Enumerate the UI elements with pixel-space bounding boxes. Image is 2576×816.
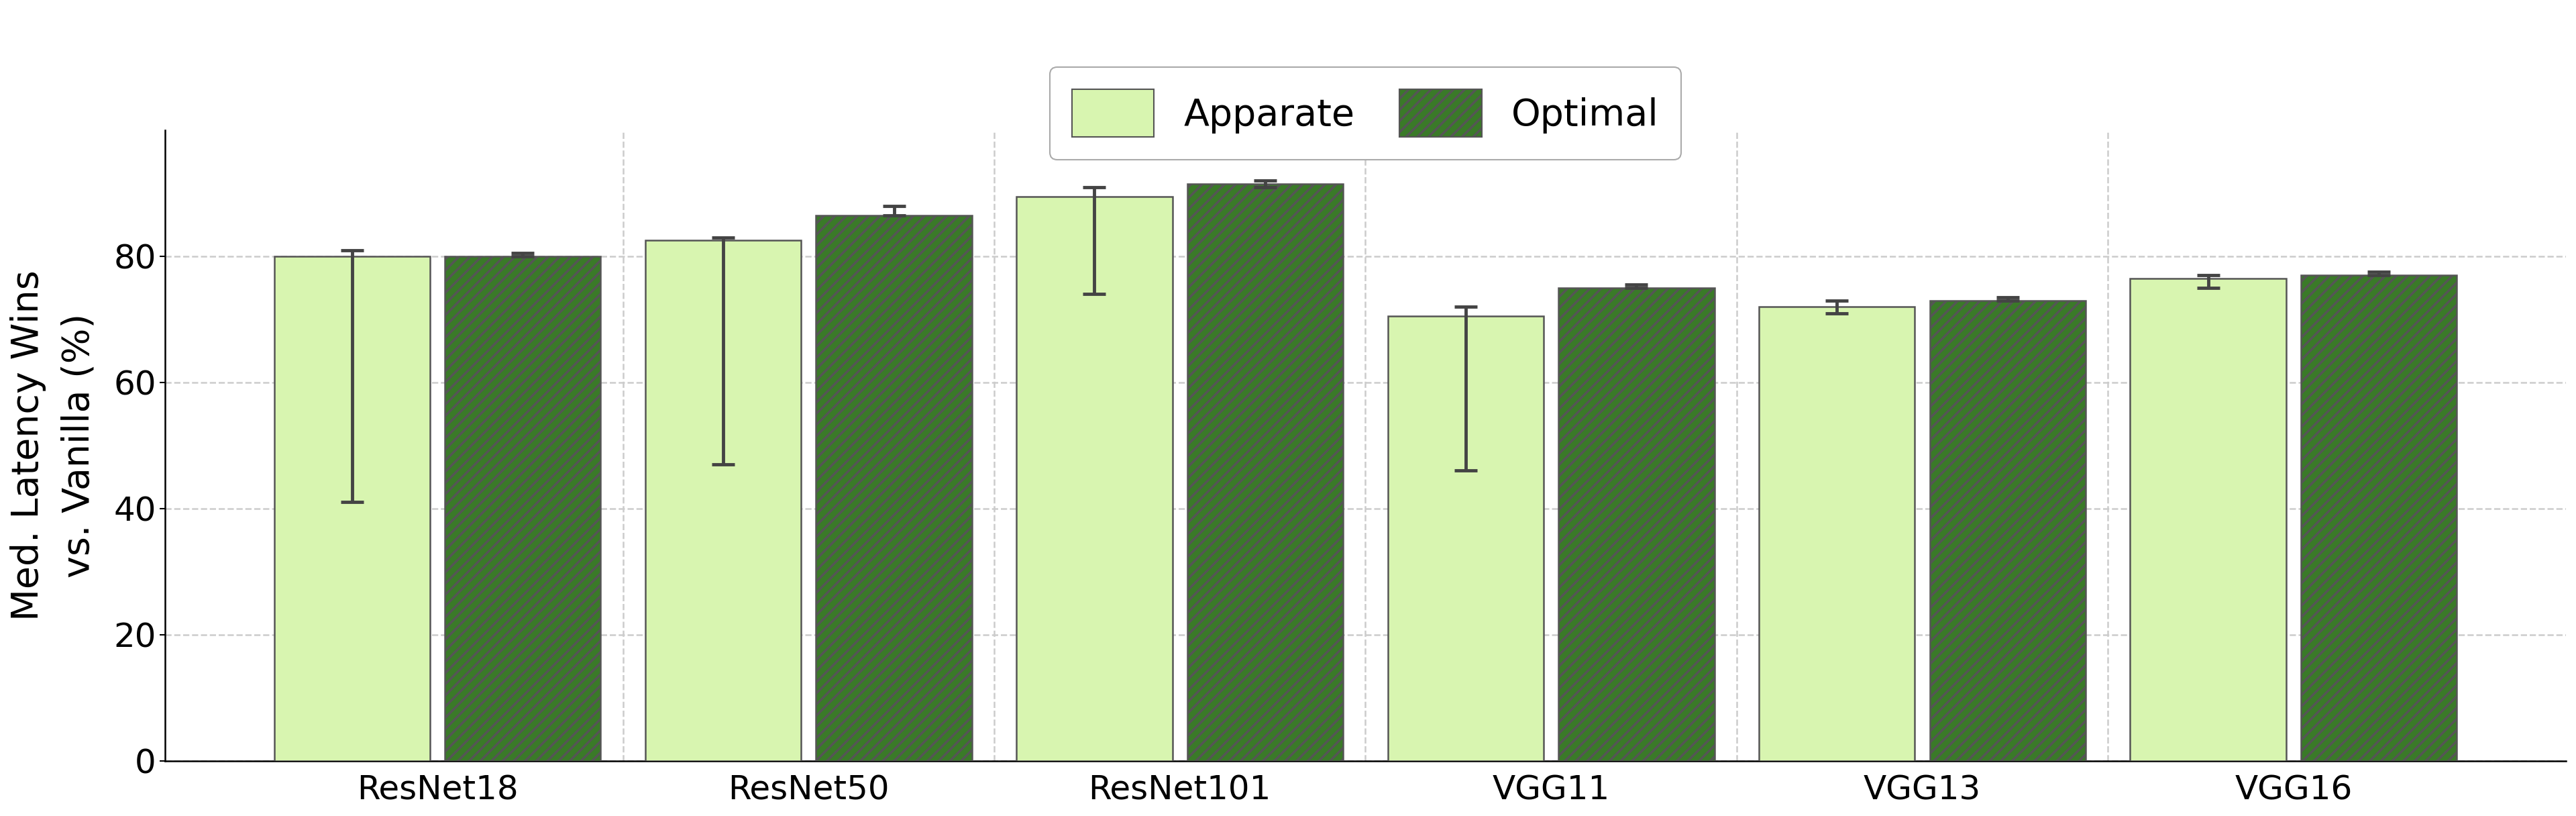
Bar [273,256,430,761]
Legend: Apparate, Optimal: Apparate, Optimal [1048,67,1682,160]
Bar [817,215,971,761]
Bar [1759,307,1914,761]
Bar [1188,184,1342,761]
Bar [2130,278,2285,761]
Bar [1558,288,1716,761]
Bar [1018,197,1172,761]
Bar [1388,317,1543,761]
Y-axis label: Med. Latency Wins
vs. Vanilla (%): Med. Latency Wins vs. Vanilla (%) [10,270,98,621]
Bar [644,241,801,761]
Bar [2300,275,2458,761]
Bar [446,256,600,761]
Bar [1929,300,2087,761]
